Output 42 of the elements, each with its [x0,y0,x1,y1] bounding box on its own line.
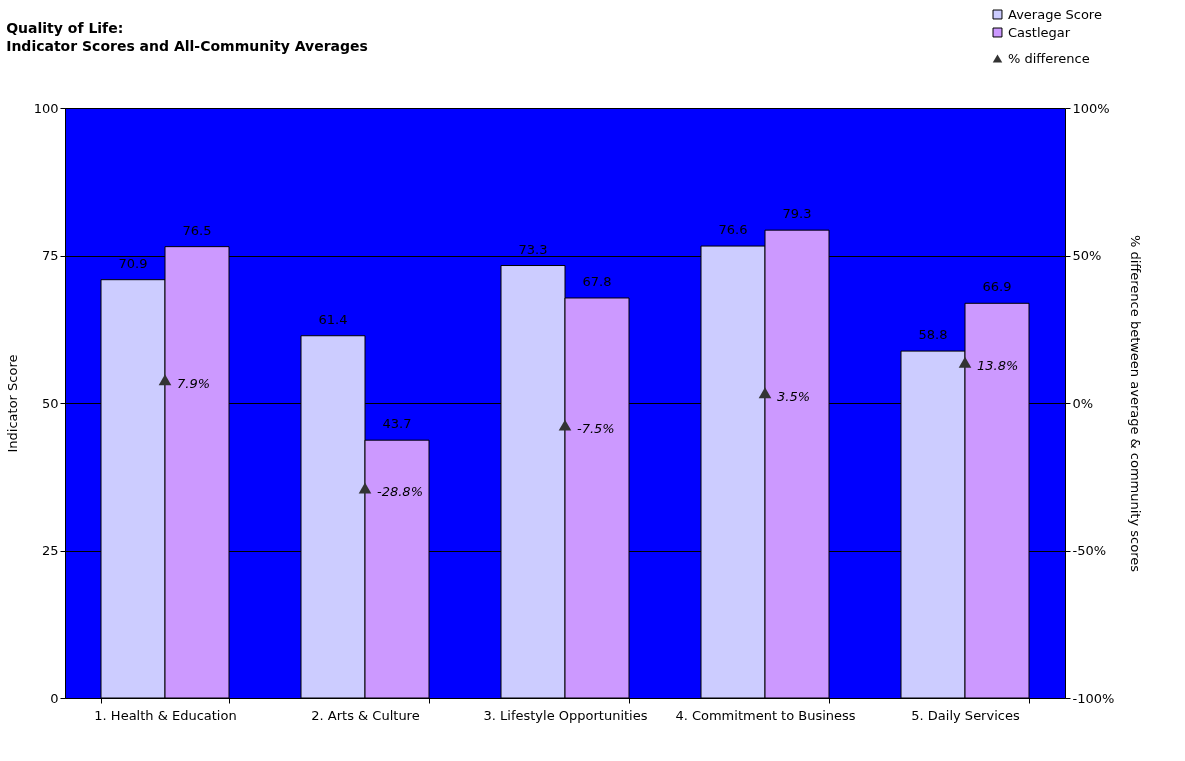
y-tick-label: 25 [41,543,59,558]
x-tick-label: 3. Lifestyle Opportunities [483,707,648,723]
y2-tick-label: 0% [1072,395,1094,411]
legend-label: % difference [1008,50,1090,66]
x-tick-label: 1. Health & Education [94,707,237,723]
data-label: -28.8% [377,483,423,499]
x-tick-label: 4. Commitment to Business [675,707,856,723]
data-label: 13.8% [977,358,1019,374]
y2-tick-label: -100% [1072,690,1115,706]
chart-title: Quality of Life: [6,20,124,36]
data-label: 61.4 [318,311,348,327]
data-label: 3.5% [777,388,811,404]
data-label: 76.5 [182,222,212,238]
legend-label: Castlegar [1008,24,1071,40]
data-label: 67.8 [582,273,612,289]
y2-tick-label: -50% [1072,543,1107,558]
data-label: 7.9% [177,375,211,391]
data-label: 66.9 [982,279,1012,295]
point [758,387,772,399]
data-label: 70.9 [118,255,148,271]
point [558,419,572,431]
point [958,356,972,368]
y2-tick-label: 100% [1072,100,1110,116]
data-label: 79.3 [782,206,812,222]
y-tick-label: 0 [50,690,59,706]
y-tick-label: 50 [41,395,59,411]
data-label: 43.7 [382,416,412,432]
legend-label: Average Score [1008,6,1102,22]
data-label: 73.3 [518,241,548,257]
data-label: -7.5% [577,421,615,437]
x-tick-label: 5. Daily Services [911,707,1020,723]
y-tick-label: 75 [41,248,59,263]
data-label: 76.6 [718,222,748,238]
data-label: 58.8 [918,327,948,343]
y-tick-label: 100 [33,100,59,116]
chart-subtitle: Indicator Scores and All-Community Averages [6,38,368,54]
y2-tick-label: 50% [1072,248,1102,263]
y2-axis-title: % difference between average & community scores [1128,235,1144,573]
point [158,374,172,386]
y-axis-title: Indicator Score [4,354,20,453]
point [358,482,372,494]
x-tick-label: 2. Arts & Culture [311,707,420,723]
